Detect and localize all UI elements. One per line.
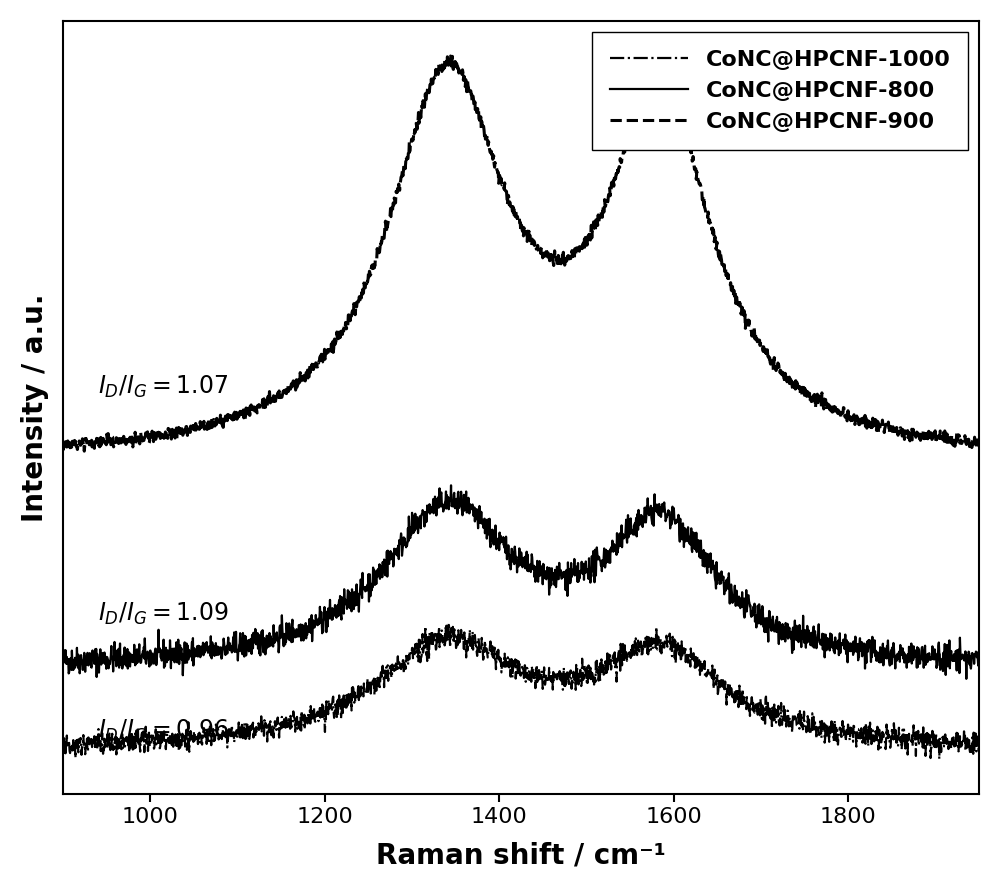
Line: CoNC@HPCNF-1000: CoNC@HPCNF-1000 [63, 623, 979, 759]
CoNC@HPCNF-1000 [947, 732, 959, 743]
CoNC@HPCNF-900 [78, 446, 90, 457]
CoNC@HPCNF-1000 [57, 740, 69, 750]
Text: $\mathit{I}_D/\mathit{I}_G = 1.07$: $\mathit{I}_D/\mathit{I}_G = 1.07$ [98, 374, 228, 401]
CoNC@HPCNF-1000 [103, 728, 115, 739]
CoNC@HPCNF-900 [973, 440, 985, 450]
CoNC@HPCNF-800 [503, 550, 515, 561]
CoNC@HPCNF-800 [947, 656, 959, 667]
CoNC@HPCNF-900 [947, 440, 959, 450]
CoNC@HPCNF-800 [973, 659, 985, 670]
CoNC@HPCNF-1000 [478, 646, 490, 657]
Legend: CoNC@HPCNF-1000, CoNC@HPCNF-800, CoNC@HPCNF-900: CoNC@HPCNF-1000, CoNC@HPCNF-800, CoNC@HP… [592, 32, 968, 150]
CoNC@HPCNF-900 [779, 368, 791, 378]
CoNC@HPCNF-1000 [933, 754, 945, 765]
CoNC@HPCNF-900 [57, 439, 69, 449]
Text: $\mathit{I}_D/\mathit{I}_G = 0.96$: $\mathit{I}_D/\mathit{I}_G = 0.96$ [98, 717, 229, 743]
CoNC@HPCNF-1000 [947, 738, 959, 748]
CoNC@HPCNF-1000 [443, 618, 455, 628]
CoNC@HPCNF-800 [103, 656, 115, 667]
CoNC@HPCNF-900 [503, 199, 515, 210]
Line: CoNC@HPCNF-900: CoNC@HPCNF-900 [63, 56, 979, 451]
Line: CoNC@HPCNF-800: CoNC@HPCNF-800 [63, 485, 979, 679]
CoNC@HPCNF-1000 [779, 705, 791, 716]
CoNC@HPCNF-800 [779, 626, 791, 636]
CoNC@HPCNF-900 [479, 127, 491, 138]
CoNC@HPCNF-1000 [503, 656, 515, 667]
CoNC@HPCNF-900 [947, 436, 959, 447]
CoNC@HPCNF-800 [445, 480, 457, 490]
CoNC@HPCNF-800 [960, 674, 972, 684]
CoNC@HPCNF-800 [57, 652, 69, 663]
Y-axis label: Intensity / a.u.: Intensity / a.u. [21, 293, 49, 522]
CoNC@HPCNF-800 [947, 651, 959, 662]
CoNC@HPCNF-900 [445, 51, 457, 61]
Text: $\mathit{I}_D/\mathit{I}_G = 1.09$: $\mathit{I}_D/\mathit{I}_G = 1.09$ [98, 601, 228, 627]
CoNC@HPCNF-1000 [973, 739, 985, 749]
CoNC@HPCNF-800 [478, 514, 490, 524]
X-axis label: Raman shift / cm⁻¹: Raman shift / cm⁻¹ [376, 841, 666, 870]
CoNC@HPCNF-900 [104, 433, 116, 443]
